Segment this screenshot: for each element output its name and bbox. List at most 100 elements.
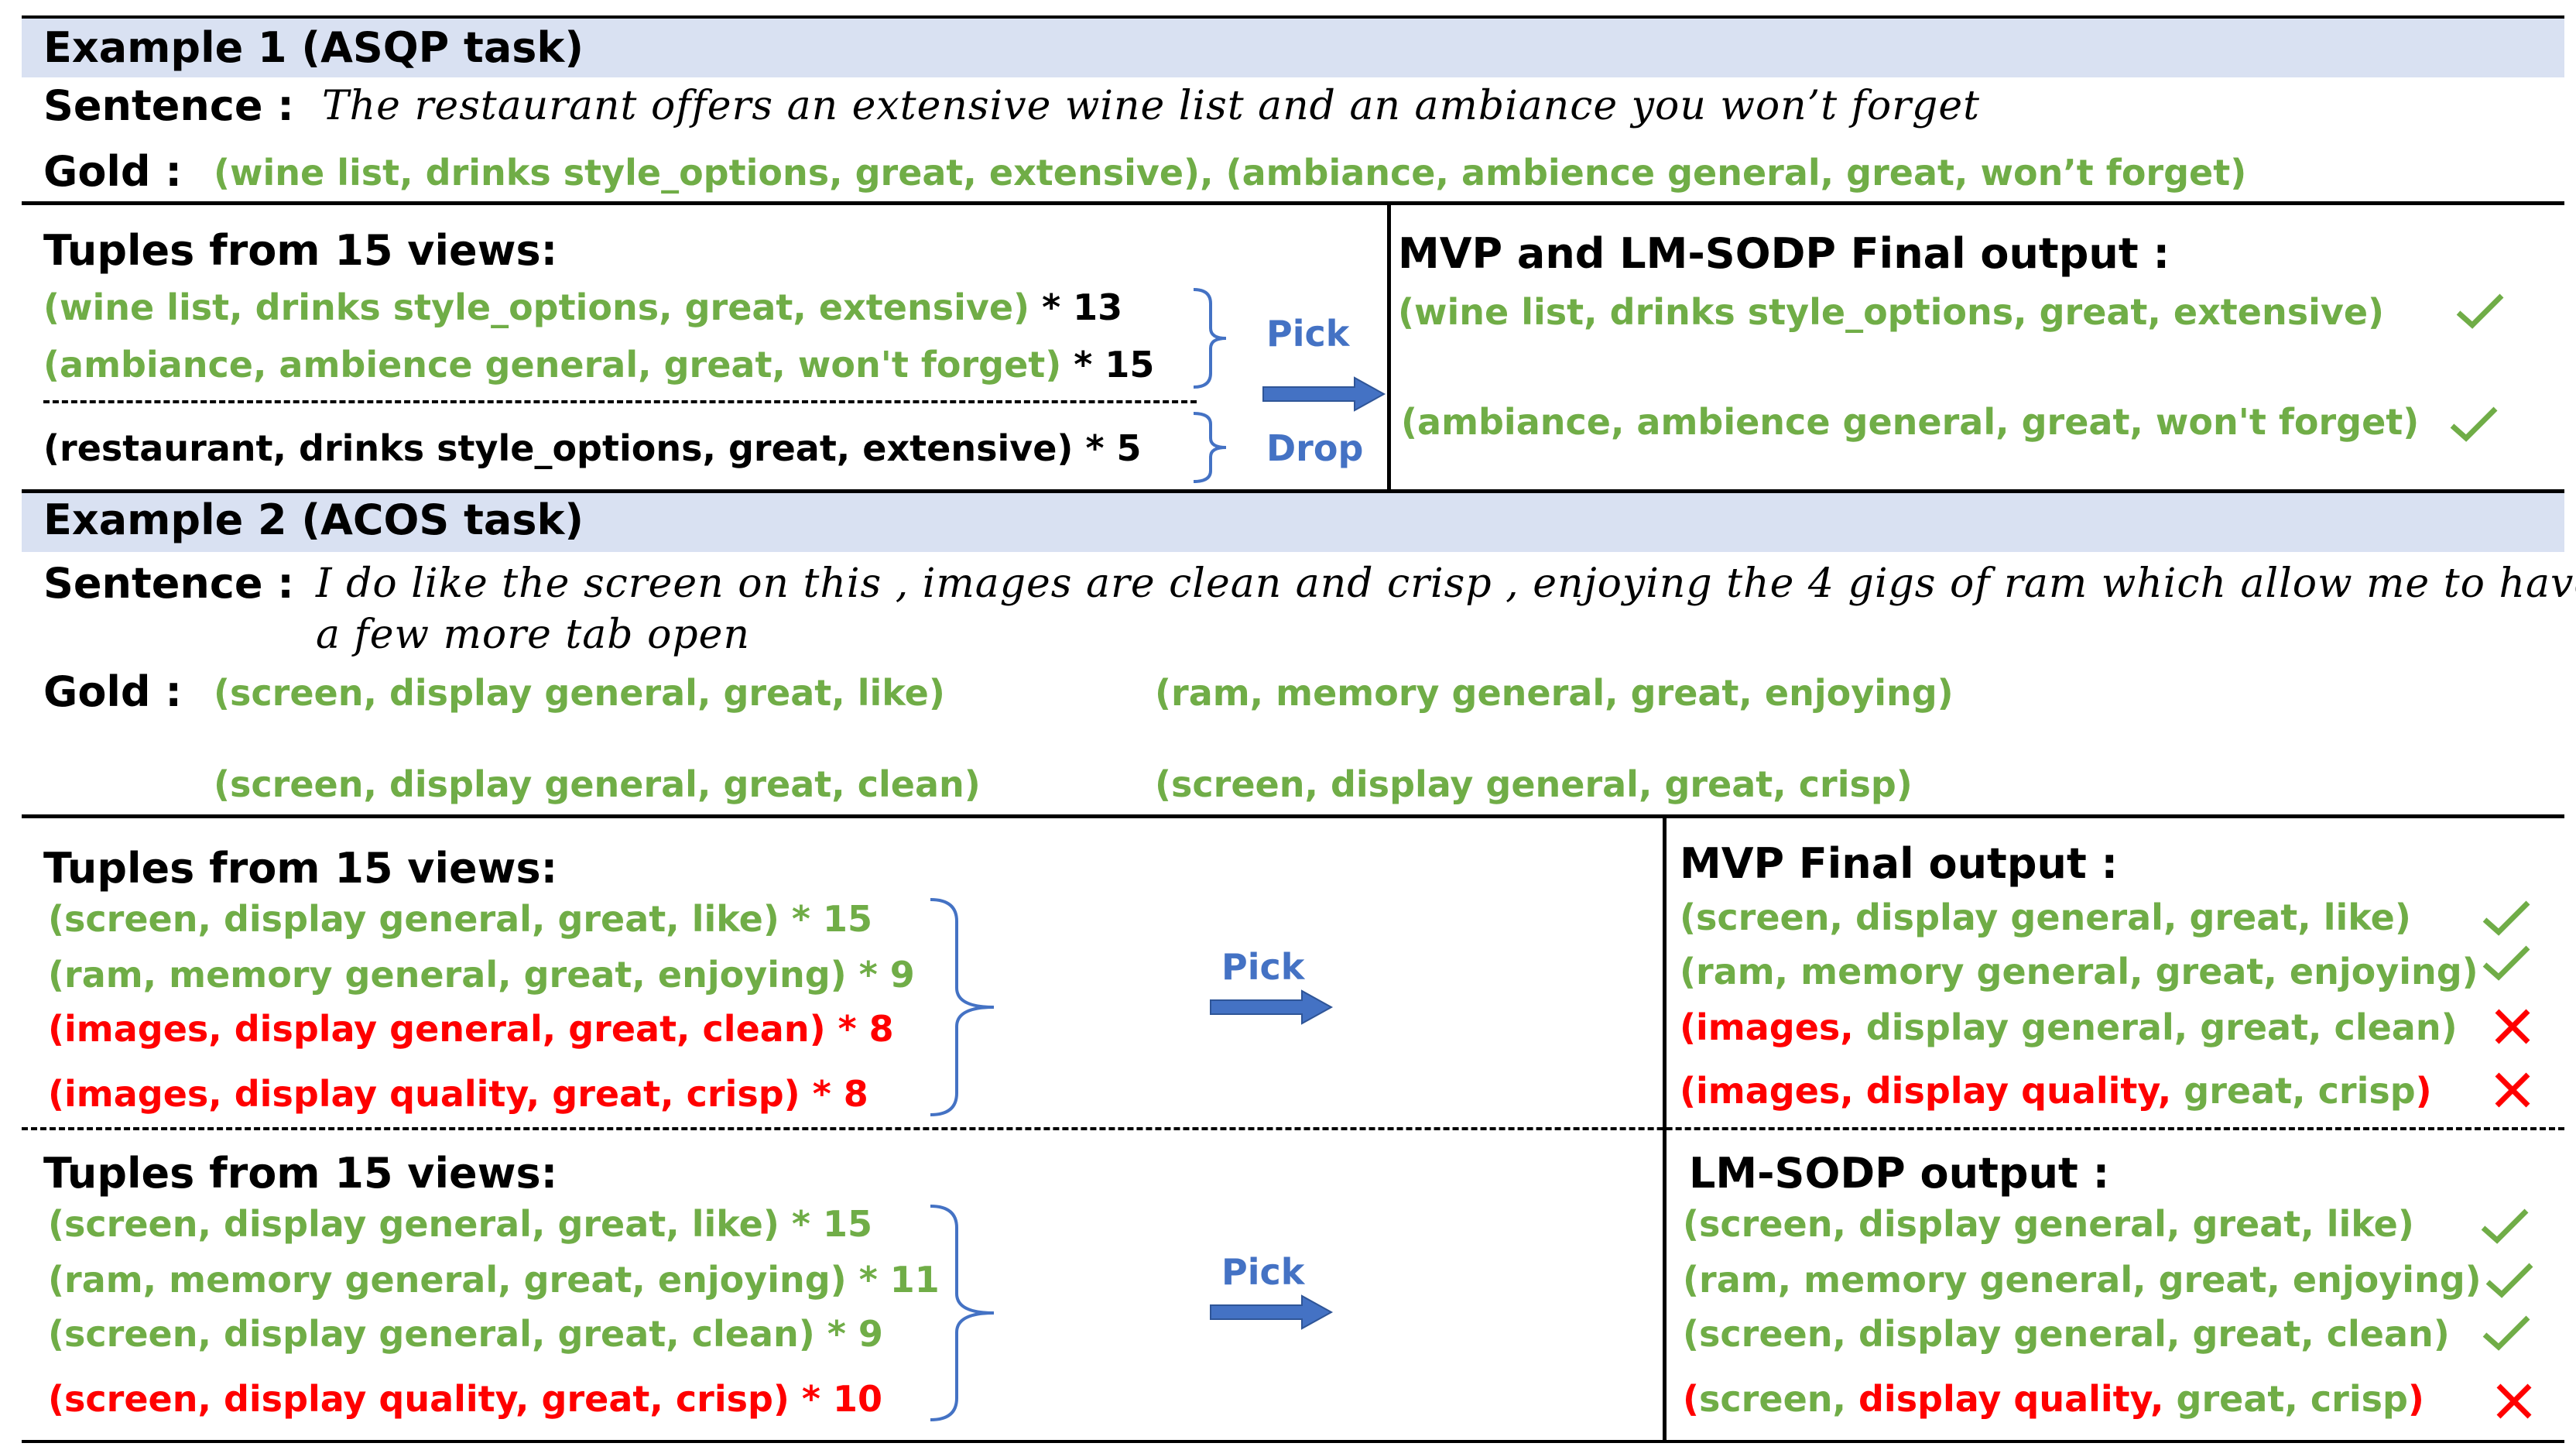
output-row: (screen, display general, great, clean) [1683,1313,2450,1355]
lm-views-title: Tuples from 15 views: [43,1149,558,1198]
tuple-row: (ram, memory general, great, enjoying) *… [48,1259,940,1301]
tuple-row: (ambiance, ambience general, great, won'… [43,344,1154,386]
tuple-text: (screen, display general, great, like) [48,898,779,940]
drop-label: Drop [1266,427,1364,469]
gold-tuple: (screen, display general, great, clean) [214,763,981,805]
example1-sentence-label: Sentence : [43,81,294,130]
tuple-text: (restaurant, drinks style_options, great… [43,427,1074,469]
tuple-text: (images, display general, great, clean) [48,1008,826,1050]
output-row: (wine list, drinks style_options, great,… [1398,291,2385,333]
example2-gold-label: Gold : [43,667,182,716]
example2-header-band [22,493,2564,552]
check-icon [2482,900,2530,936]
bottom-rule [22,1440,2564,1443]
tuple-text: (screen, display quality, great, crisp) [48,1378,790,1420]
mvp-output-title: MVP Final output : [1680,839,2119,888]
tuple-count: * 8 [800,1073,868,1115]
example1-output-title: MVP and LM-SODP Final output : [1398,229,2170,278]
tuple-count: * 11 [846,1259,940,1301]
example2-sentence-label: Sentence : [43,559,294,608]
tuple-count: * 15 [779,1203,872,1245]
output-row: (ambiance, ambience general, great, won'… [1401,401,2420,443]
tuple-count: * 9 [846,954,915,996]
separator-dashed [22,1127,2564,1130]
tuple-count: * 9 [814,1313,883,1355]
output-part-correct: screen, [1699,1378,1846,1420]
output-row: (images, display general, great, clean) [1680,1006,2458,1048]
output-row: (ram, memory general, great, enjoying) [1680,951,2478,992]
output-part-wrong: ( [1683,1378,1700,1420]
divider [22,489,2564,493]
check-icon [2482,945,2530,981]
cross-icon [2495,1072,2530,1108]
example1-gold-label: Gold : [43,147,182,196]
example2-title: Example 2 (ACOS task) [43,495,584,544]
tuple-row: (images, display general, great, clean) … [48,1008,894,1050]
output-part-wrong: ) [2415,1070,2432,1112]
example1-sentence: The restaurant offers an extensive wine … [322,83,1980,129]
top-rule [22,15,2564,19]
tuple-count: * 15 [1061,344,1155,386]
tuple-row: (ram, memory general, great, enjoying) *… [48,954,915,996]
arrow-icon [1262,376,1386,412]
divider [22,814,2564,818]
divider [22,201,2564,205]
tuple-row: (screen, display general, great, clean) … [48,1313,883,1355]
tuple-count: * 8 [825,1008,894,1050]
output-row: (screen, display quality, great, crisp) [1683,1378,2424,1420]
arrow-icon [1210,989,1334,1025]
pick-label: Pick [1266,313,1350,355]
check-icon [2456,293,2504,329]
separator-dashed [43,400,1197,403]
tuple-count: * 13 [1029,286,1123,328]
tuple-row: (wine list, drinks style_options, great,… [43,286,1122,328]
tuple-text: (wine list, drinks style_options, great,… [43,286,1030,328]
cross-icon [2496,1383,2532,1419]
tuple-row: (restaurant, drinks style_options, great… [43,427,1142,469]
check-icon [2482,1315,2530,1351]
tuple-text: (ambiance, ambience general, great, won'… [43,344,1062,386]
brace-icon [1193,412,1227,483]
tuple-text: (screen, display general, great, clean) [48,1313,815,1355]
tuple-row: (screen, display quality, great, crisp) … [48,1378,882,1420]
output-part-correct: great, crisp [2163,1378,2408,1420]
output-part-correct: display general, great, clean) [1853,1006,2458,1048]
example1-views-title: Tuples from 15 views: [43,226,558,275]
output-row: (screen, display general, great, like) [1683,1203,2414,1245]
tuple-count: * 5 [1073,427,1142,469]
output-row: (ram, memory general, great, enjoying) [1683,1259,2482,1301]
output-row: (screen, display general, great, like) [1680,896,2411,938]
check-icon [2485,1263,2533,1298]
example1-column-divider [1387,203,1391,491]
cross-icon [2495,1009,2530,1044]
brace-icon [930,898,995,1116]
output-part-wrong: (images, [1680,1006,1854,1048]
gold-tuple: (screen, display general, great, crisp) [1155,763,1913,805]
pick-label: Pick [1221,1251,1305,1293]
gold-tuple: (ram, memory general, great, enjoying) [1155,672,1954,714]
brace-icon [1193,288,1227,389]
example1-header-band [22,19,2564,77]
tuple-count: * 10 [789,1378,883,1420]
gold-tuple: (screen, display general, great, like) [214,672,945,714]
output-part-wrong: display quality, [1845,1378,2164,1420]
tuple-text: (screen, display general, great, like) [48,1203,779,1245]
example1-gold: (wine list, drinks style_options, great,… [214,152,2247,194]
tuple-row: (images, display quality, great, crisp) … [48,1073,868,1115]
tuple-count: * 15 [779,898,872,940]
example2-sentence-line1: I do like the screen on this , images ar… [316,560,2576,607]
output-part-wrong: (images, display quality, [1680,1070,2172,1112]
tuple-text: (ram, memory general, great, enjoying) [48,954,847,996]
brace-icon [930,1205,995,1421]
output-part-correct: great, crisp [2171,1070,2416,1112]
tuple-row: (screen, display general, great, like) *… [48,1203,872,1245]
check-icon [2481,1208,2529,1244]
arrow-icon [1210,1294,1334,1330]
output-row: (images, display quality, great, crisp) [1680,1070,2432,1112]
lm-output-title: LM-SODP output : [1689,1149,2110,1198]
tuple-text: (images, display quality, great, crisp) [48,1073,800,1115]
mvp-views-title: Tuples from 15 views: [43,844,558,893]
example1-title: Example 1 (ASQP task) [43,23,584,72]
check-icon [2450,406,2498,442]
tuple-row: (screen, display general, great, like) *… [48,898,872,940]
